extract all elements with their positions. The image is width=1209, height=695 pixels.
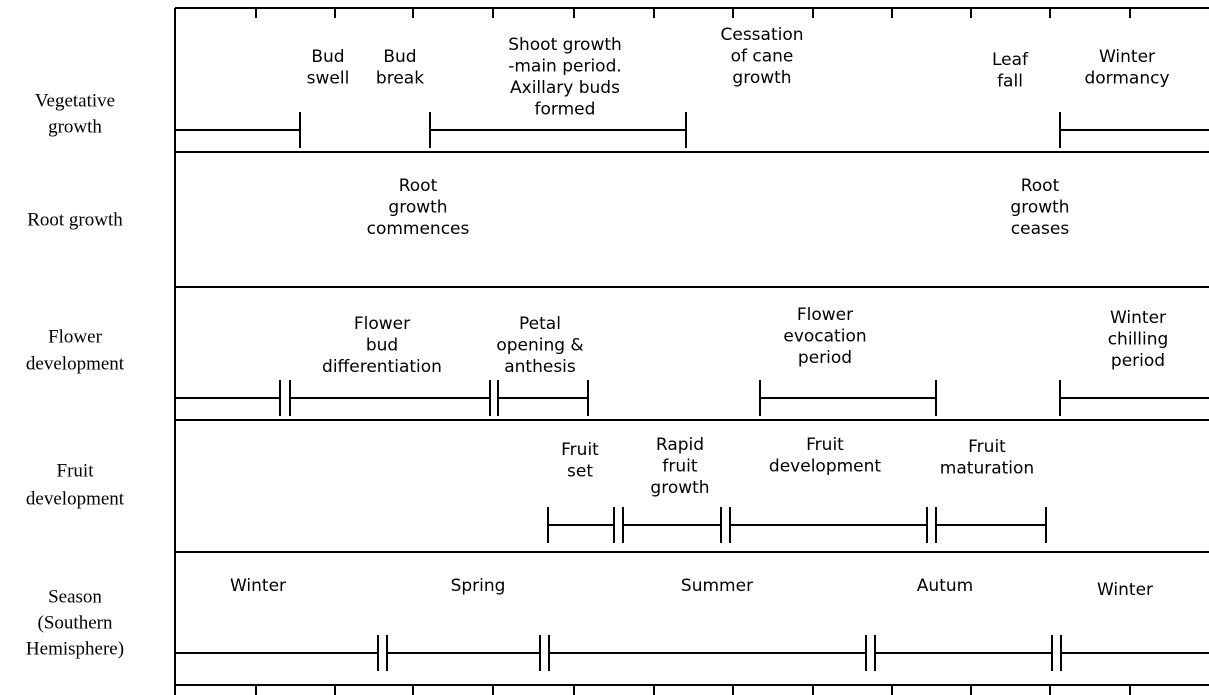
annotation: Rapid (656, 435, 704, 455)
annotation: chilling (1108, 330, 1169, 350)
annotation: swell (307, 69, 350, 89)
annotation: Root (1021, 176, 1060, 196)
row-label: growth (48, 116, 102, 137)
annotation: Winter (1099, 47, 1155, 67)
annotation: set (567, 462, 593, 482)
annotation: evocation (783, 327, 866, 347)
annotation: Shoot growth (508, 35, 622, 55)
annotation: Root (399, 176, 438, 196)
annotation: Bud (311, 47, 344, 67)
annotation: Petal (519, 314, 561, 334)
annotation: growth (732, 68, 791, 88)
annotation: fall (997, 72, 1023, 92)
annotation: Flower (354, 314, 410, 334)
annotation: period (798, 348, 852, 368)
annotation: Axillary buds (510, 78, 620, 98)
annotation: ceases (1011, 219, 1070, 239)
row-label: development (26, 353, 125, 374)
row-label: Fruit (57, 460, 95, 481)
annotation: of cane (731, 47, 794, 67)
row-label: Root growth (27, 209, 123, 230)
annotation: dormancy (1084, 69, 1169, 89)
annotation: Winter (1110, 308, 1166, 328)
annotation: Fruit (968, 437, 1006, 457)
annotation: -main period. (508, 57, 622, 77)
annotation: Cessation (720, 25, 803, 45)
annotation: Summer (681, 576, 753, 596)
annotation: Fruit (561, 440, 599, 460)
annotation: Autum (917, 576, 973, 596)
annotation: Leaf (992, 50, 1029, 70)
annotation: Spring (451, 576, 506, 596)
annotation: Winter (230, 576, 286, 596)
annotation: Flower (797, 305, 853, 325)
annotation: Bud (383, 47, 416, 67)
annotation: commences (367, 219, 470, 239)
annotation: formed (535, 100, 596, 120)
annotation: bud (366, 336, 398, 356)
row-label: development (26, 488, 125, 509)
annotation: Winter (1097, 580, 1153, 600)
annotation: development (769, 457, 881, 477)
row-label: (Southern (38, 612, 113, 633)
annotation: growth (650, 478, 709, 498)
annotation: Fruit (806, 435, 844, 455)
annotation: maturation (940, 459, 1034, 479)
row-label: Flower (48, 326, 103, 347)
annotation: break (376, 69, 424, 89)
annotation: growth (388, 198, 447, 218)
annotation: growth (1010, 198, 1069, 218)
annotation: opening & (496, 336, 583, 356)
annotation: fruit (662, 457, 697, 477)
row-label: Season (48, 586, 102, 607)
annotation: differentiation (322, 357, 442, 377)
row-label: Vegetative (35, 90, 115, 111)
annotation: anthesis (504, 357, 576, 377)
row-label: Hemisphere) (26, 638, 124, 659)
annotation: period (1111, 351, 1165, 371)
